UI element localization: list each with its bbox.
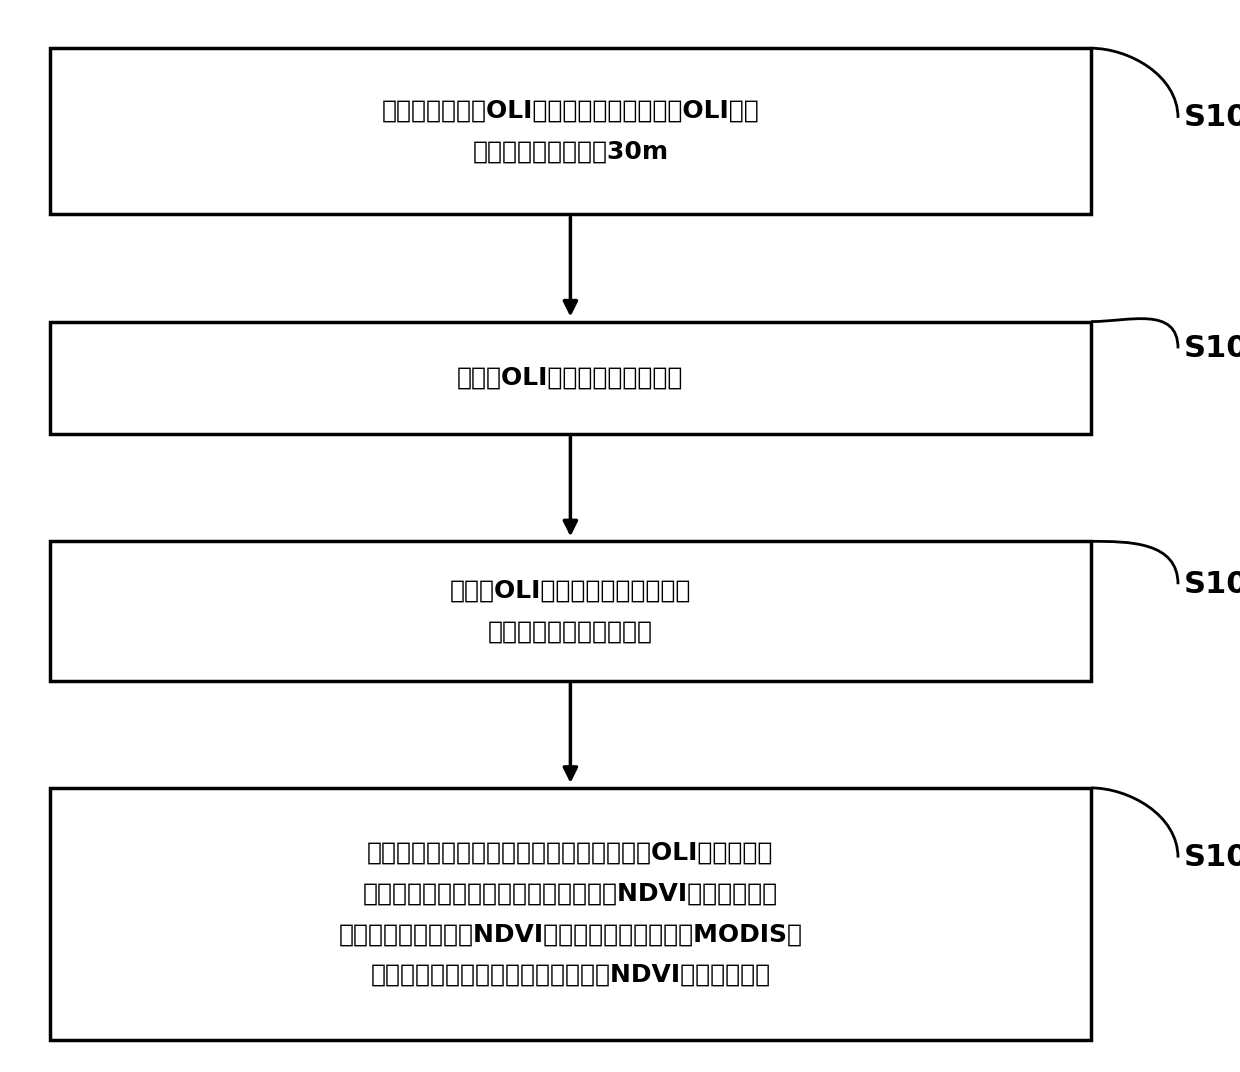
Bar (50, 322, 1091, 434)
Text: 获取目标区域的OLI遥感影像；其中，所述OLI遥感: 获取目标区域的OLI遥感影像；其中，所述OLI遥感 (382, 99, 759, 123)
Text: 品生成的具有相同目标空间分辨率的NDVI图像进行验证: 品生成的具有相同目标空间分辨率的NDVI图像进行验证 (371, 963, 770, 987)
Text: 根据目标空间分辨率确定采集窗口，对所述OLI遥感影像进: 根据目标空间分辨率确定采集窗口，对所述OLI遥感影像进 (367, 840, 774, 865)
Text: S102: S102 (1184, 333, 1240, 363)
Text: 对所述OLI遥感影像进行面向对象: 对所述OLI遥感影像进行面向对象 (450, 579, 691, 602)
Text: S101: S101 (1184, 103, 1240, 133)
Bar (50, 48, 1091, 214)
Text: S104: S104 (1184, 843, 1240, 873)
Text: 分类，得到精细分类结果: 分类，得到精细分类结果 (487, 620, 653, 643)
Bar (50, 541, 1091, 681)
Text: 对所述OLI遥感影像进行预处理: 对所述OLI遥感影像进行预处理 (458, 366, 683, 390)
Text: 行像元合并，并计算得到合并后像元的NDVI值，以得到具: 行像元合并，并计算得到合并后像元的NDVI值，以得到具 (363, 881, 777, 906)
Text: 有目标空间分辨率的NDVI升尺度影像，从而对由MODIS产: 有目标空间分辨率的NDVI升尺度影像，从而对由MODIS产 (339, 922, 802, 947)
Text: 影像的空间分辨率为30m: 影像的空间分辨率为30m (472, 139, 668, 164)
Bar (50, 788, 1091, 1040)
Text: S103: S103 (1184, 569, 1240, 599)
